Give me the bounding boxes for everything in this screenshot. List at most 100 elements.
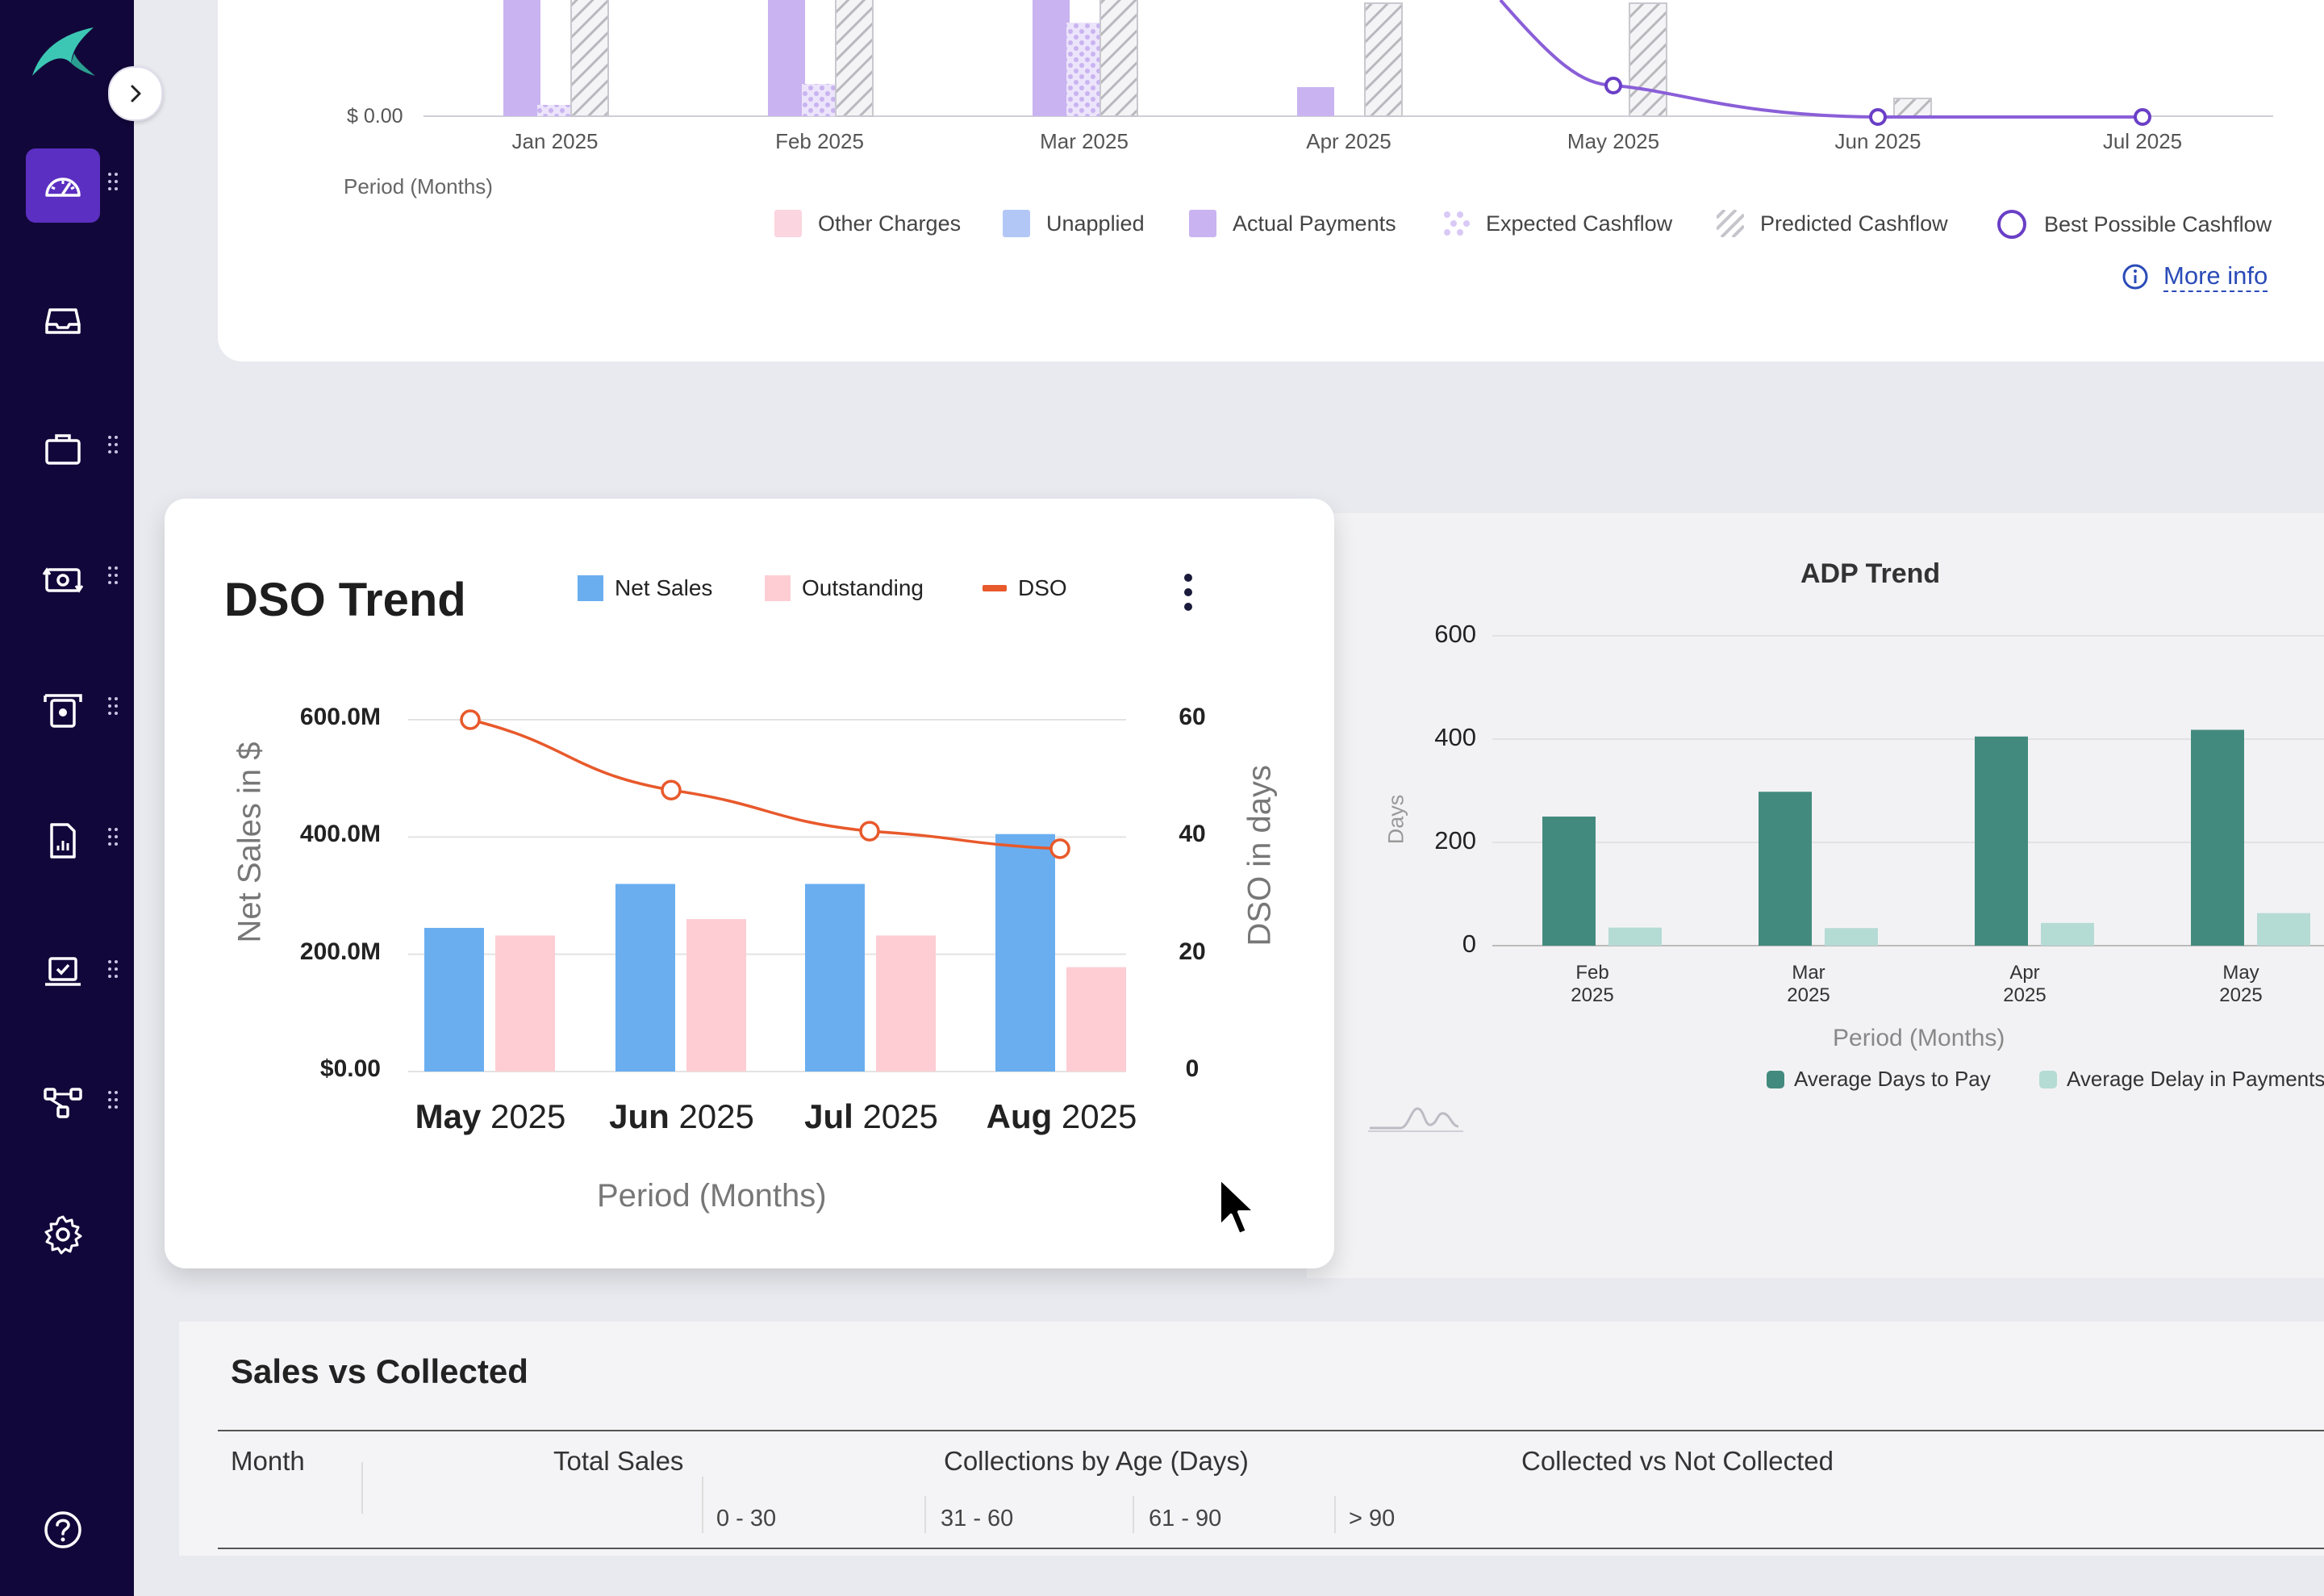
cashflow-x-tick-label: Apr 2025 [1306,129,1391,153]
legend-label: Unapplied [1046,211,1145,236]
dso-legend-outstanding[interactable]: Outstanding [765,575,924,601]
legend-swatch [765,575,791,601]
legend-actual-payments[interactable]: Actual Payments [1189,210,1396,237]
cash-exchange-icon [42,567,84,593]
legend-unapplied[interactable]: Unapplied [1003,210,1145,237]
net-sales-bar [995,834,1055,1072]
legend-label: Best Possible Cashflow [2044,211,2272,236]
right-axis-tick-label: 20 [1179,938,1206,965]
kebab-menu-icon [1184,574,1192,611]
nav-settings[interactable] [26,1197,100,1272]
column-header-month[interactable]: Month [231,1446,305,1476]
right-axis-tick-label: 0 [1185,1055,1200,1082]
nav-briefcase[interactable] [26,412,100,486]
legend-expected-cashflow[interactable]: Expected Cashflow [1442,210,1672,237]
legend-best-possible-cashflow[interactable]: Best Possible Cashflow [1996,208,2272,240]
legend-label: Actual Payments [1233,211,1396,236]
adp-x-tick-month: Feb [1575,962,1609,984]
nav-inbox[interactable] [26,282,100,357]
cashflow-x-tick-label: May 2025 [1567,129,1660,153]
sales-title: Sales vs Collected [231,1352,528,1390]
more-info-link[interactable]: More info [2122,261,2268,292]
age-bucket-header[interactable]: 31 - 60 [941,1506,1014,1531]
column-header-collected-vs-not[interactable]: Collected vs Not Collected [1521,1446,1834,1476]
adp-x-tick-month: May [2222,962,2259,984]
predicted-cashflow-bar [835,0,874,117]
average-days-to-pay-bar [1542,817,1596,946]
nav-workflow[interactable] [26,1065,100,1139]
legend-label: Average Days to Pay [1794,1067,1991,1091]
age-bucket-header[interactable]: 61 - 90 [1149,1506,1222,1531]
predicted-cashflow-bar [1629,2,1667,117]
column-header-total-sales[interactable]: Total Sales [553,1446,684,1476]
left-axis-tick-label: $0.00 [319,1055,381,1082]
divider [218,1548,2324,1549]
briefcase-icon [45,434,81,465]
left-axis-tick-label: 400.0M [299,821,381,848]
predicted-cashflow-bar [570,0,609,117]
actual-payments-bar [503,0,540,116]
average-delay-bar [2257,913,2310,946]
drag-handle-icon[interactable] [108,960,119,986]
outstanding-bar [876,935,936,1072]
best-possible-cashflow-point [1869,108,1887,126]
predicted-cashflow-bar [1364,2,1403,117]
adp-y-tick-label: 400 [1434,723,1476,751]
net-sales-bar [615,884,675,1072]
laptop-check-icon [45,957,81,986]
left-axis-tick-label: 200.0M [299,938,381,965]
drag-handle-icon[interactable] [108,566,119,592]
nav-dashboard[interactable] [26,148,100,223]
dso-more-options-button[interactable] [1175,571,1202,616]
drag-handle-icon[interactable] [108,1091,119,1117]
dso-line [469,718,1061,850]
nav-cash-exchange[interactable] [26,542,100,616]
divider [702,1477,703,1533]
drag-handle-icon[interactable] [108,828,119,854]
legend-swatch [1003,210,1030,237]
cashflow-chart [423,0,2273,126]
x-tick-label: Jul 2025 [774,1097,968,1136]
x-tick-month: Jul [804,1097,853,1135]
age-bucket-header[interactable]: > 90 [1349,1506,1396,1531]
left-axis-tick-label: 600.0M [299,704,381,730]
drag-handle-icon[interactable] [108,173,119,198]
adp-x-tick-year: 2025 [1787,984,1830,1006]
more-info-label: More info [2163,261,2268,292]
legend-other-charges[interactable]: Other Charges [774,210,961,237]
sidebar-expand-button[interactable] [108,66,163,121]
best-possible-cashflow-line [1499,0,2143,119]
legend-label: Outstanding [802,575,924,600]
right-axis-tick-label: 60 [1179,704,1206,730]
dso-legend-dso[interactable]: DSO [983,575,1067,601]
adp-x-tick-year: 2025 [2003,984,2047,1006]
nav-reports[interactable] [26,804,100,878]
dso-legend-net-sales[interactable]: Net Sales [578,575,712,601]
report-document-icon [50,823,76,859]
adp-legend-days-to-pay[interactable]: Average Days to Pay [1767,1067,1991,1092]
average-days-to-pay-bar [2191,729,2244,946]
nav-atm[interactable] [26,673,100,747]
legend-predicted-cashflow[interactable]: Predicted Cashflow [1717,210,1948,237]
adp-legend-delay[interactable]: Average Delay in Payments [2039,1067,2324,1092]
age-bucket-header[interactable]: 0 - 30 [716,1506,777,1531]
cashflow-y-zero-label: $ 0.00 [347,105,403,127]
cashflow-x-axis-title: Period (Months) [344,174,493,198]
workflow-icon [44,1088,82,1118]
expected-cashflow-bar [802,84,836,116]
expected-cashflow-bar [537,105,571,116]
best-possible-cashflow-point [1604,77,1622,94]
circle-outline-icon [1997,210,2026,239]
nav-help[interactable] [26,1493,100,1567]
nav-laptop-check[interactable] [26,934,100,1009]
adp-x-axis-title: Period (Months) [1833,1025,2005,1051]
column-header-collections-by-age[interactable]: Collections by Age (Days) [944,1446,1249,1476]
cashflow-x-tick-label: Jul 2025 [2102,129,2183,153]
dso-right-axis-title: DSO in days [1241,764,1278,946]
average-days-to-pay-bar [1975,736,2028,946]
drag-handle-icon[interactable] [108,436,119,462]
drag-handle-icon[interactable] [108,697,119,723]
legend-swatch [1189,210,1216,237]
adp-x-tick-month: Mar [1792,962,1825,984]
